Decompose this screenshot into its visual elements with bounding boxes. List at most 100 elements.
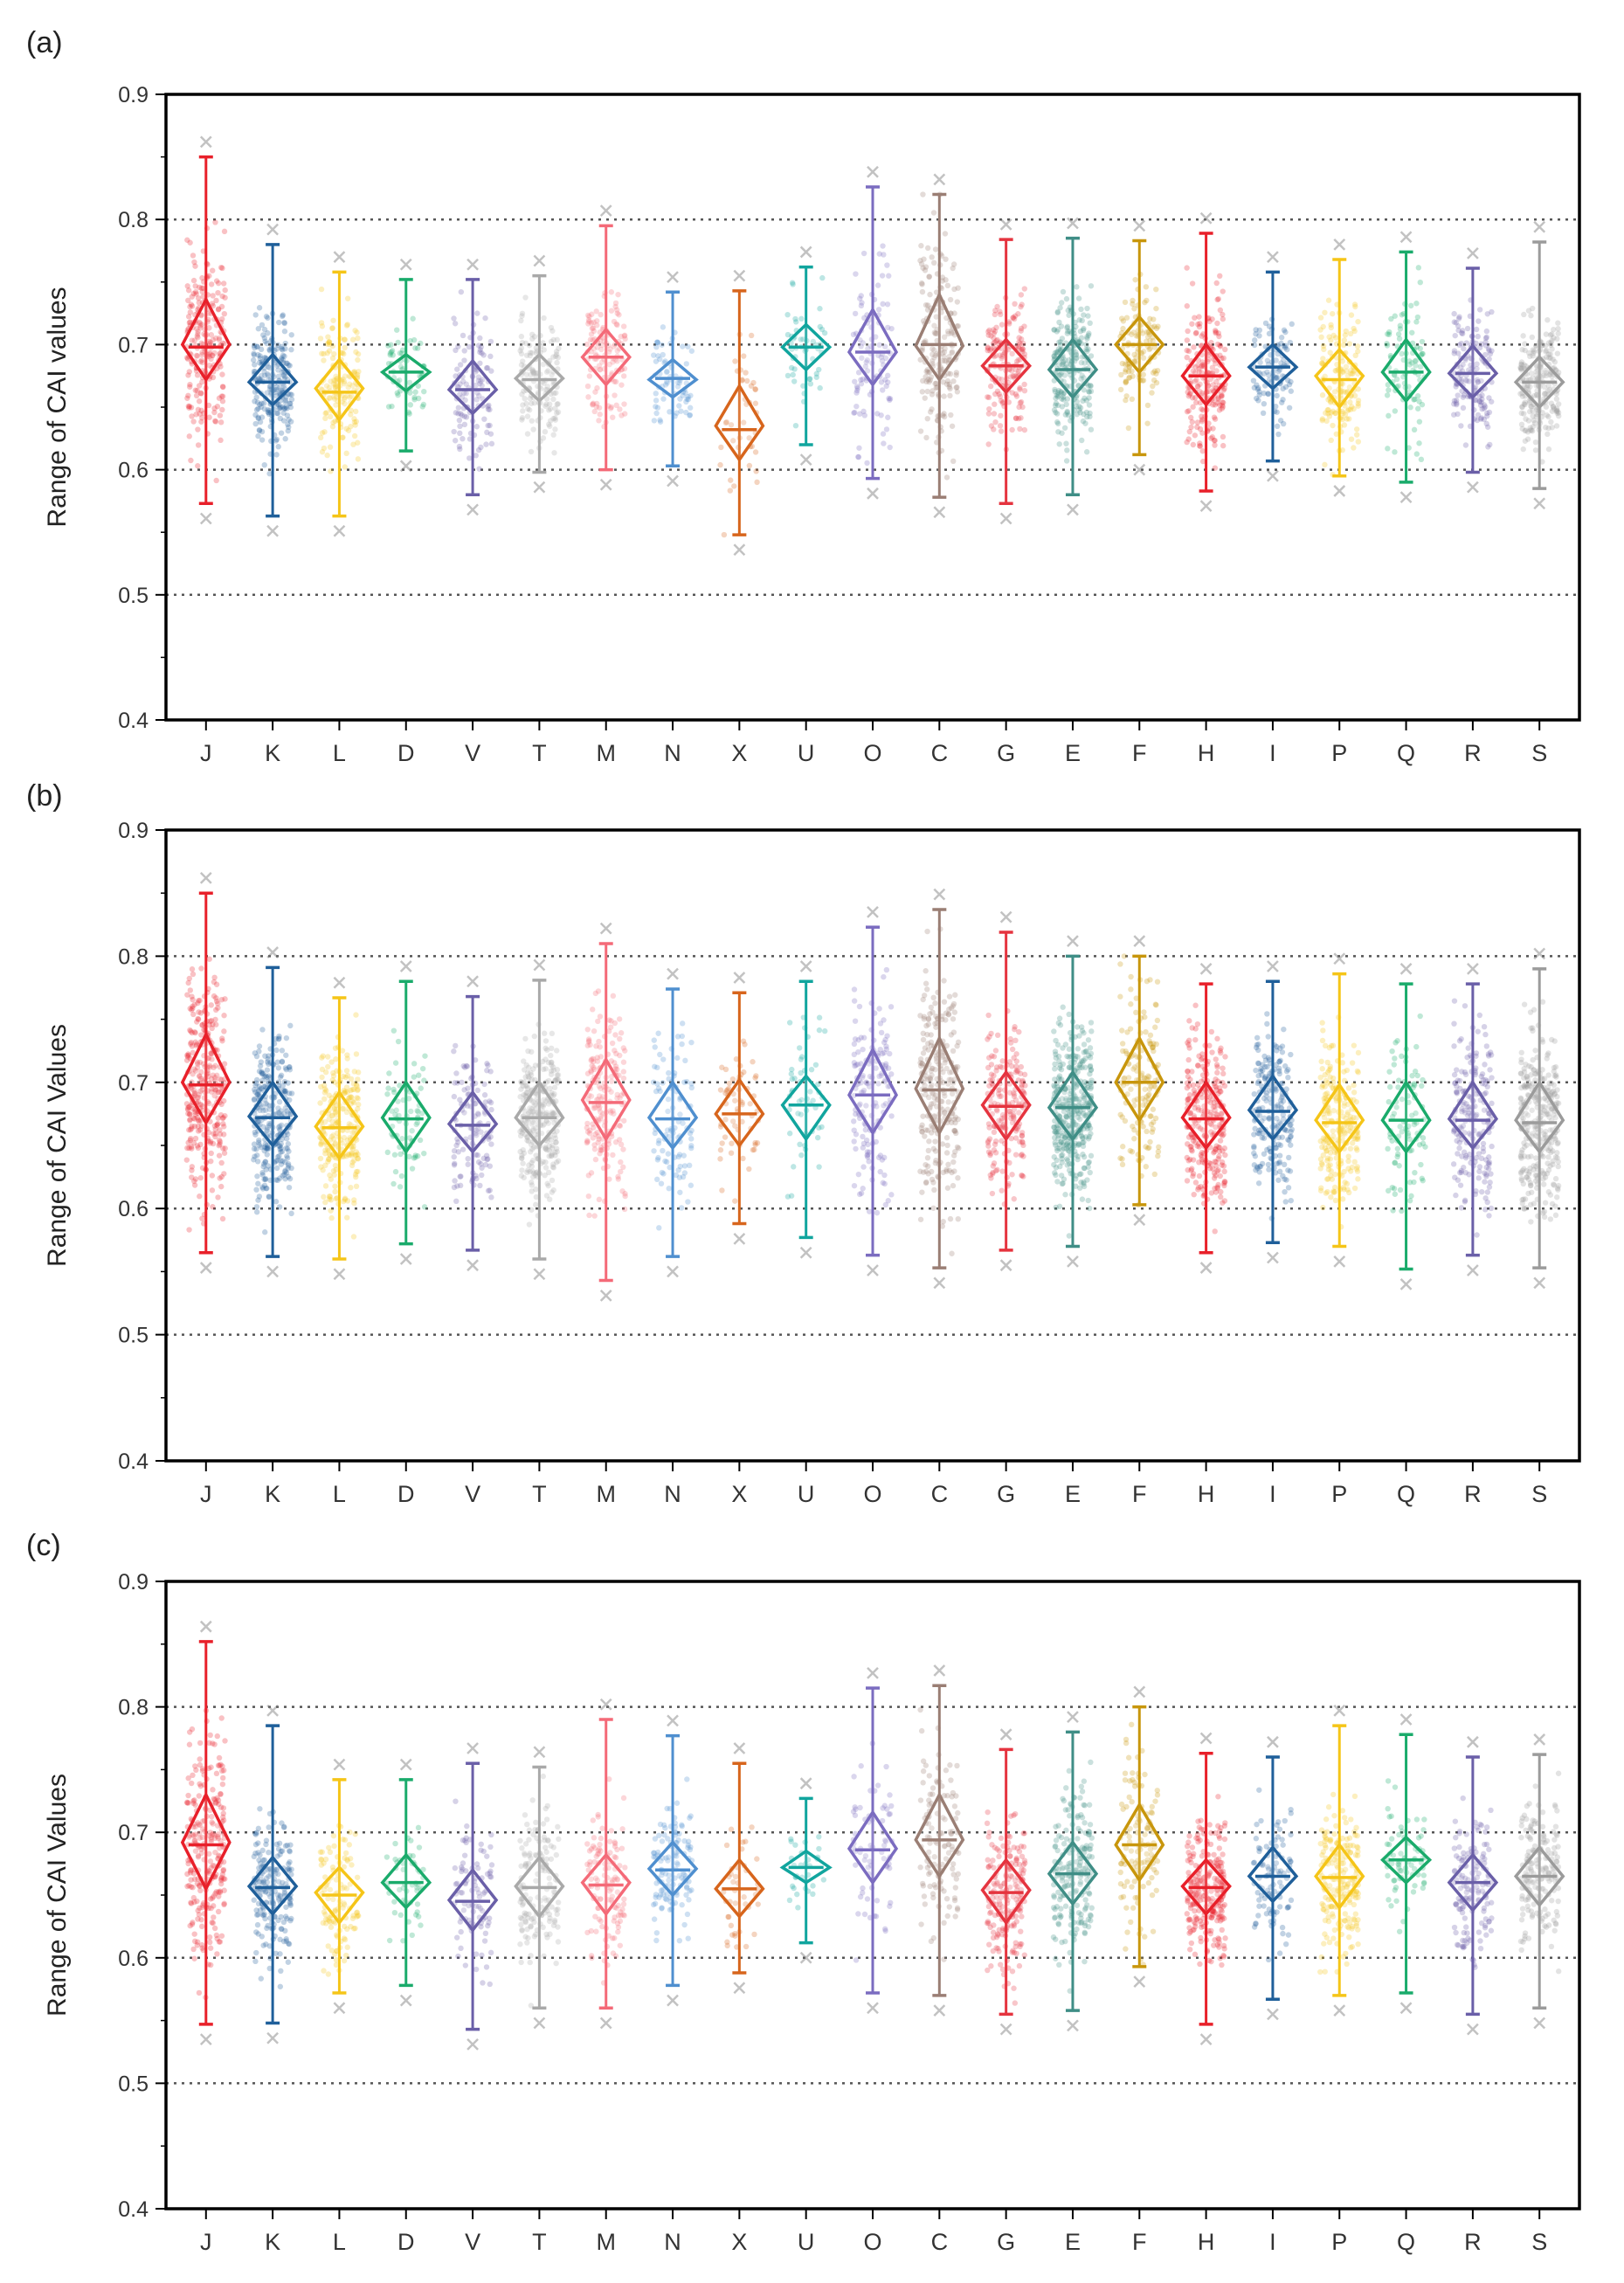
- data-point: [1518, 359, 1525, 365]
- data-point: [281, 319, 287, 326]
- data-point: [395, 339, 401, 346]
- outlier-mark: [667, 271, 679, 283]
- data-point: [1346, 341, 1353, 347]
- data-point: [853, 403, 860, 410]
- data-point: [342, 373, 349, 379]
- data-point: [1385, 331, 1391, 337]
- data-point: [1058, 323, 1065, 329]
- data-point: [188, 405, 195, 411]
- data-point: [281, 329, 288, 335]
- data-point: [591, 1213, 598, 1219]
- data-point: [255, 414, 261, 421]
- data-point: [411, 397, 418, 403]
- data-point: [198, 285, 205, 292]
- data-point: [954, 299, 961, 305]
- y-tick-label: 0.6: [118, 1197, 149, 1221]
- data-point: [754, 479, 760, 486]
- data-point: [1287, 339, 1294, 346]
- data-point: [280, 372, 287, 379]
- data-point: [282, 398, 288, 405]
- data-point: [553, 390, 559, 396]
- category-group-S: S: [1513, 220, 1565, 766]
- data-point: [265, 330, 271, 336]
- data-point: [487, 1098, 493, 1104]
- data-point: [346, 381, 353, 387]
- data-point: [355, 1105, 361, 1112]
- data-point: [1455, 392, 1461, 398]
- data-point: [342, 344, 348, 351]
- data-point: [184, 395, 190, 401]
- data-point: [259, 400, 265, 406]
- data-point: [789, 280, 796, 286]
- data-point: [944, 282, 951, 289]
- data-point: [886, 395, 892, 402]
- data-point: [1018, 415, 1024, 421]
- data-point: [465, 1155, 471, 1162]
- data-point: [858, 302, 865, 309]
- data-point: [586, 1038, 592, 1044]
- data-point: [460, 435, 466, 442]
- data-point: [349, 336, 356, 342]
- data-point: [280, 312, 287, 318]
- data-point: [1411, 426, 1418, 433]
- data-point: [273, 386, 280, 393]
- data-point: [186, 433, 192, 439]
- data-point: [941, 393, 947, 399]
- x-tick-label-T: T: [532, 1481, 547, 1507]
- data-point: [920, 191, 926, 197]
- data-point: [458, 1173, 464, 1180]
- data-point: [258, 404, 265, 411]
- data-point: [618, 1030, 625, 1036]
- data-point: [1021, 426, 1028, 433]
- data-point: [353, 1012, 359, 1018]
- data-point: [1188, 414, 1194, 421]
- data-point: [1220, 399, 1226, 405]
- data-point: [656, 1138, 662, 1144]
- data-point: [1123, 315, 1130, 321]
- data-point: [943, 474, 950, 481]
- data-point: [1415, 265, 1422, 271]
- data-point: [1080, 418, 1087, 425]
- data-point: [480, 352, 487, 358]
- data-point: [1151, 323, 1158, 329]
- data-point: [258, 1085, 265, 1092]
- data-point: [1061, 425, 1068, 431]
- data-point: [1330, 310, 1336, 317]
- data-point: [544, 1180, 550, 1186]
- data-point: [596, 1136, 602, 1142]
- data-point: [1088, 383, 1094, 389]
- data-point: [287, 404, 294, 411]
- data-point: [397, 350, 404, 356]
- data-point: [282, 405, 288, 412]
- data-point: [1386, 387, 1392, 393]
- data-point: [1143, 284, 1150, 290]
- data-point: [282, 397, 289, 404]
- data-point: [744, 377, 750, 384]
- data-point: [792, 315, 798, 322]
- data-point: [688, 1182, 695, 1188]
- data-point: [421, 1077, 427, 1083]
- data-point: [255, 1180, 261, 1186]
- data-point: [321, 445, 328, 452]
- data-point: [556, 345, 562, 351]
- data-point: [1473, 326, 1480, 333]
- data-point: [397, 1151, 404, 1158]
- data-point: [1220, 442, 1227, 449]
- data-point: [1123, 369, 1129, 375]
- data-point: [1074, 284, 1080, 290]
- data-point: [798, 315, 805, 322]
- data-point: [680, 1173, 687, 1180]
- data-point: [279, 369, 286, 376]
- data-point: [1208, 435, 1214, 441]
- data-point: [549, 1177, 556, 1184]
- data-point: [276, 1204, 283, 1210]
- data-point: [1417, 279, 1423, 286]
- data-point: [596, 1196, 603, 1203]
- data-point: [883, 426, 890, 432]
- data-point: [481, 1092, 488, 1098]
- data-point: [488, 440, 495, 447]
- data-point: [218, 363, 224, 370]
- data-point: [221, 1124, 227, 1130]
- data-point: [1153, 305, 1159, 312]
